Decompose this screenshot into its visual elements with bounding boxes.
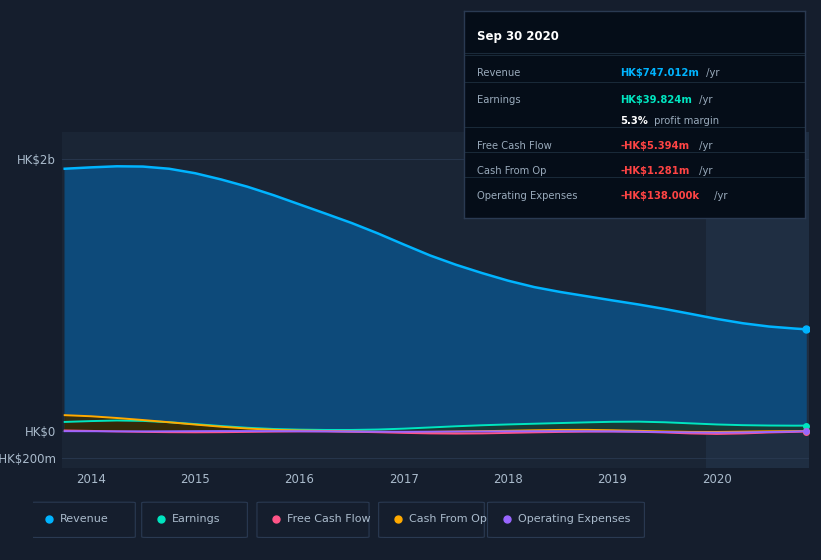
Text: -HK$1.281m: -HK$1.281m (621, 166, 690, 176)
Text: 5.3%: 5.3% (621, 116, 649, 126)
Text: /yr: /yr (710, 190, 727, 200)
Text: /yr: /yr (695, 141, 712, 151)
Bar (706, 132, 809, 468)
Text: -HK$5.394m: -HK$5.394m (621, 141, 690, 151)
Text: Revenue: Revenue (60, 515, 108, 524)
Text: HK$747.012m: HK$747.012m (621, 68, 699, 78)
Text: Operating Expenses: Operating Expenses (478, 190, 578, 200)
Text: profit margin: profit margin (650, 116, 718, 126)
Text: Revenue: Revenue (478, 68, 521, 78)
Text: Free Cash Flow: Free Cash Flow (287, 515, 371, 524)
Text: HK$39.824m: HK$39.824m (621, 95, 692, 105)
Text: Earnings: Earnings (172, 515, 220, 524)
Text: Free Cash Flow: Free Cash Flow (478, 141, 553, 151)
Text: -HK$138.000k: -HK$138.000k (621, 190, 699, 200)
Text: Cash From Op: Cash From Op (478, 166, 547, 176)
Text: /yr: /yr (695, 166, 712, 176)
Text: /yr: /yr (703, 68, 719, 78)
Text: Sep 30 2020: Sep 30 2020 (478, 30, 559, 43)
Text: Earnings: Earnings (478, 95, 521, 105)
Text: /yr: /yr (695, 95, 712, 105)
Text: Operating Expenses: Operating Expenses (517, 515, 630, 524)
Text: Cash From Op: Cash From Op (409, 515, 487, 524)
